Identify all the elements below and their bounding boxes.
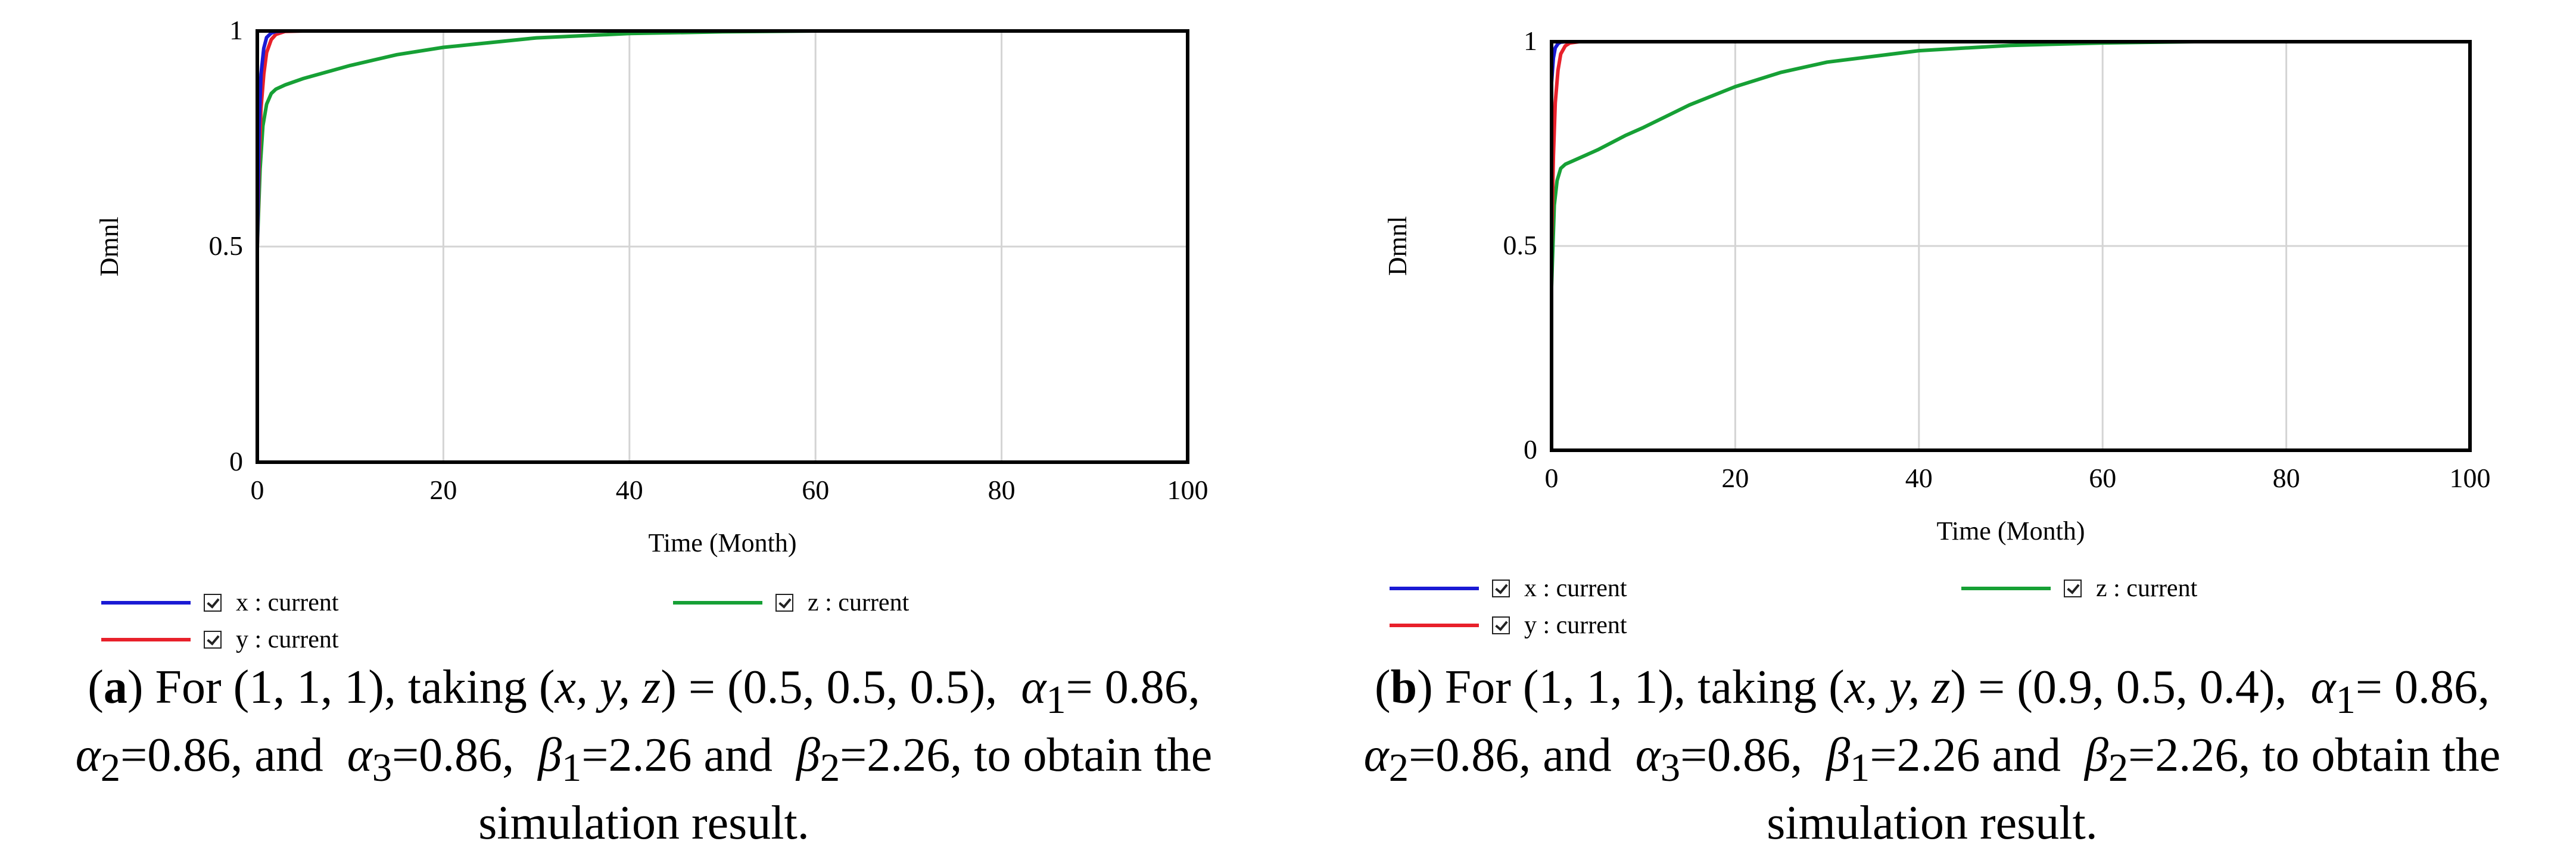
legend-swatch-y: [101, 638, 191, 641]
legend-item-z: z : current: [1961, 574, 2197, 603]
legend-item-x: x : current: [101, 588, 339, 617]
legend-swatch-z: [673, 601, 762, 605]
legend-item-y: y : current: [101, 625, 339, 654]
series-line-y: [256, 29, 1188, 247]
caption-line-2: α2=0.86, and α3=0.86, β1=2.26 and β2=2.2…: [75, 729, 1213, 790]
checkbox-icon[interactable]: [1492, 616, 1510, 634]
checkbox-icon[interactable]: [204, 631, 222, 649]
caption-label: a: [103, 661, 127, 714]
chart-panel-a: 0 20 40 60 80 100 0 0.5 1 Time (Month) Dmnl x : cu…: [0, 0, 1288, 866]
line-chart-b: 0 20 40 60 80 100 0 0.5 1 Time (Month) Dmnl: [1383, 26, 2491, 546]
caption-line-3: simulation result.: [1767, 797, 2098, 849]
legend-swatch-z: [1961, 587, 2051, 590]
legend-label-x: x : current: [1524, 575, 1627, 602]
caption-line-3: simulation result.: [478, 797, 809, 849]
y-tick-label: 0.5: [1503, 230, 1538, 260]
legend-item-y: y : current: [1390, 611, 1627, 640]
chart-panel-b: 0 20 40 60 80 100 0 0.5 1 Time (Month) Dmnl x : cu…: [1288, 0, 2576, 866]
series-line-x: [256, 29, 1188, 247]
legend-label-z: z : current: [808, 589, 909, 616]
series-line-x: [1550, 40, 2470, 83]
figure-caption-a: (a) For (1, 1, 1), taking (x, y, z) = (0…: [0, 660, 1288, 851]
legend-label-y: y : current: [236, 626, 339, 653]
legend-label-y: y : current: [1524, 612, 1627, 639]
plot-frame: [1550, 40, 2472, 452]
series-line-z: [256, 29, 1188, 247]
x-tick-label: 100: [1167, 475, 1208, 505]
x-tick-label: 20: [429, 475, 457, 505]
x-tick-label: 0: [251, 475, 264, 505]
checkbox-icon[interactable]: [204, 594, 222, 612]
x-axis-label: Time (Month): [1937, 516, 2085, 546]
legend-item-x: x : current: [1390, 574, 1627, 603]
x-tick-label: 0: [1545, 463, 1559, 493]
x-tick-label: 60: [2089, 463, 2116, 493]
caption-line-1: (a) For (1, 1, 1), taking (x, y, z) = (0…: [88, 661, 1200, 722]
y-axis-label: Dmnl: [1383, 216, 1412, 276]
series-line-z: [1550, 40, 2470, 287]
legend-swatch-x: [101, 601, 191, 605]
x-tick-label: 40: [1905, 463, 1933, 493]
legend-label-x: x : current: [236, 589, 339, 616]
caption-label: b: [1390, 661, 1418, 714]
x-tick-label: 60: [802, 475, 829, 505]
x-tick-label: 80: [988, 475, 1016, 505]
line-chart-a: 0 20 40 60 80 100 0 0.5 1 Time (Month) Dmnl: [95, 15, 1208, 557]
legend-label-z: z : current: [2096, 575, 2198, 602]
plot-frame: [256, 29, 1189, 464]
legend-swatch-y: [1390, 624, 1479, 627]
legend-swatch-x: [1390, 587, 1479, 590]
caption-line-1: (b) For (1, 1, 1), taking (x, y, z) = (0…: [1374, 661, 2490, 722]
x-axis-label: Time (Month): [649, 528, 797, 557]
legend-item-z: z : current: [673, 588, 909, 617]
y-tick-label: 1: [1524, 26, 1537, 56]
y-tick-label: 1: [229, 15, 243, 45]
y-axis-label: Dmnl: [95, 217, 124, 276]
series-line-y: [1550, 40, 2470, 247]
checkbox-icon[interactable]: [2064, 580, 2082, 597]
y-tick-label: 0.5: [209, 230, 244, 261]
checkbox-icon[interactable]: [1492, 580, 1510, 597]
x-tick-label: 40: [616, 475, 643, 505]
x-tick-label: 80: [2273, 463, 2300, 493]
x-tick-label: 100: [2450, 463, 2491, 493]
y-tick-label: 0: [229, 446, 243, 476]
figure-caption-b: (b) For (1, 1, 1), taking (x, y, z) = (0…: [1288, 660, 2576, 851]
caption-line-2: α2=0.86, and α3=0.86, β1=2.26 and β2=2.2…: [1363, 729, 2501, 790]
x-tick-label: 20: [1721, 463, 1749, 493]
y-tick-label: 0: [1524, 434, 1537, 465]
checkbox-icon[interactable]: [775, 594, 793, 612]
